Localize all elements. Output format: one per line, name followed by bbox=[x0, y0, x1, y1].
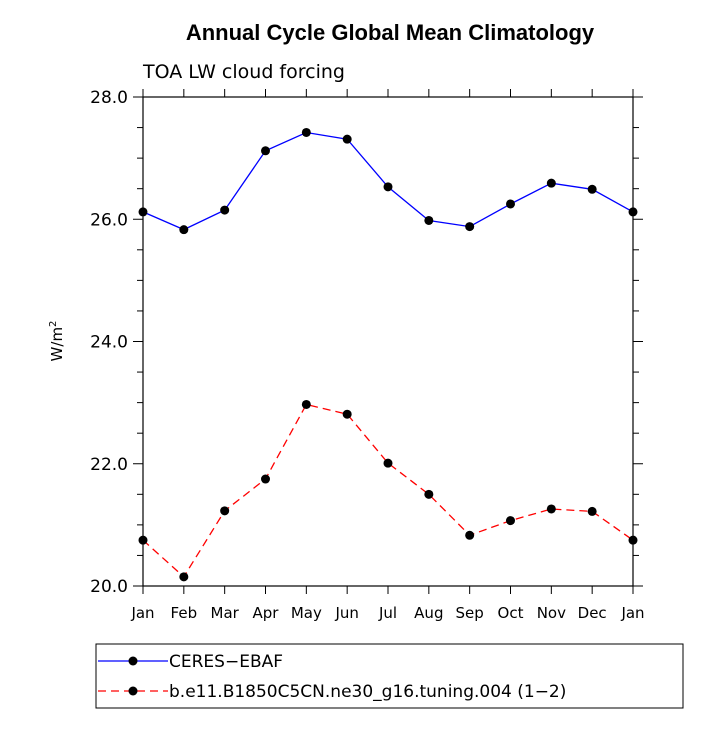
data-point-0 bbox=[628, 207, 638, 217]
x-tick-label: Jan bbox=[130, 604, 154, 622]
x-tick-label: Jan bbox=[620, 604, 644, 622]
chart-subtitle: TOA LW cloud forcing bbox=[142, 61, 345, 83]
plot-frame bbox=[142, 96, 634, 587]
legend-label-model: b.e11.B1850C5CN.ne30_g16.tuning.004 (1−2… bbox=[169, 682, 566, 702]
data-point-1 bbox=[301, 399, 311, 409]
series-line-0 bbox=[142, 131, 634, 231]
x-tick-label: Sep bbox=[456, 604, 484, 622]
x-tick-label: May bbox=[291, 604, 322, 622]
data-point-0 bbox=[342, 134, 352, 144]
data-point-1 bbox=[628, 535, 638, 545]
data-point-1 bbox=[587, 506, 597, 516]
y-axis-label: W/m2 bbox=[48, 321, 66, 362]
y-axis-label-superscript: 2 bbox=[48, 321, 59, 327]
x-tick-label: Mar bbox=[211, 604, 240, 622]
series-group bbox=[138, 127, 638, 582]
x-tick-label: Apr bbox=[253, 604, 280, 622]
x-tick-label: Oct bbox=[498, 604, 524, 622]
y-tick-label: 24.0 bbox=[90, 333, 128, 353]
y-tick-label: 22.0 bbox=[90, 455, 128, 475]
data-point-0 bbox=[424, 215, 434, 225]
data-point-0 bbox=[465, 222, 475, 232]
data-point-0 bbox=[261, 146, 270, 156]
x-tick-label: Aug bbox=[414, 604, 443, 622]
data-point-1 bbox=[424, 489, 434, 499]
data-point-0 bbox=[587, 184, 597, 194]
x-tick-label: Dec bbox=[578, 604, 607, 622]
data-point-1 bbox=[138, 535, 148, 545]
data-point-0 bbox=[220, 205, 230, 215]
data-point-1 bbox=[465, 530, 475, 540]
legend-marker-ceres bbox=[128, 656, 138, 666]
legend-marker-model bbox=[128, 686, 138, 696]
data-point-1 bbox=[342, 409, 352, 419]
data-point-1 bbox=[546, 504, 556, 514]
data-point-1 bbox=[383, 458, 393, 468]
data-point-0 bbox=[138, 207, 148, 217]
x-tick-label: Jul bbox=[378, 604, 397, 622]
data-point-0 bbox=[546, 178, 556, 188]
data-point-1 bbox=[179, 572, 189, 582]
data-point-1 bbox=[220, 506, 230, 516]
data-point-0 bbox=[301, 127, 311, 137]
y-tick-label: 20.0 bbox=[90, 577, 128, 597]
x-axis: Jan Feb Mar Apr May Jun Jul Aug Sep Oct Nov Dec Jan bbox=[130, 89, 645, 622]
y-tick-label: 28.0 bbox=[90, 88, 128, 108]
data-point-0 bbox=[383, 182, 393, 192]
legend: CERES−EBAF b.e11.B1850C5CN.ne30_g16.tuni… bbox=[95, 643, 684, 709]
data-point-0 bbox=[179, 225, 189, 235]
y-axis: 20.0 22.0 24.0 26.0 28.0 bbox=[90, 88, 643, 597]
data-point-1 bbox=[261, 474, 270, 484]
chart-title: Annual Cycle Global Mean Climatology bbox=[186, 20, 595, 45]
x-tick-label: Jun bbox=[334, 604, 358, 622]
x-tick-label: Feb bbox=[171, 604, 198, 622]
x-tick-label: Nov bbox=[537, 604, 566, 622]
data-point-1 bbox=[506, 516, 515, 526]
y-axis-label-base: W/m bbox=[48, 327, 66, 362]
series-line-1 bbox=[142, 403, 634, 578]
legend-label-ceres: CERES−EBAF bbox=[169, 652, 283, 672]
data-point-0 bbox=[506, 199, 515, 209]
legend-box bbox=[95, 643, 684, 709]
y-tick-label: 26.0 bbox=[90, 210, 128, 230]
